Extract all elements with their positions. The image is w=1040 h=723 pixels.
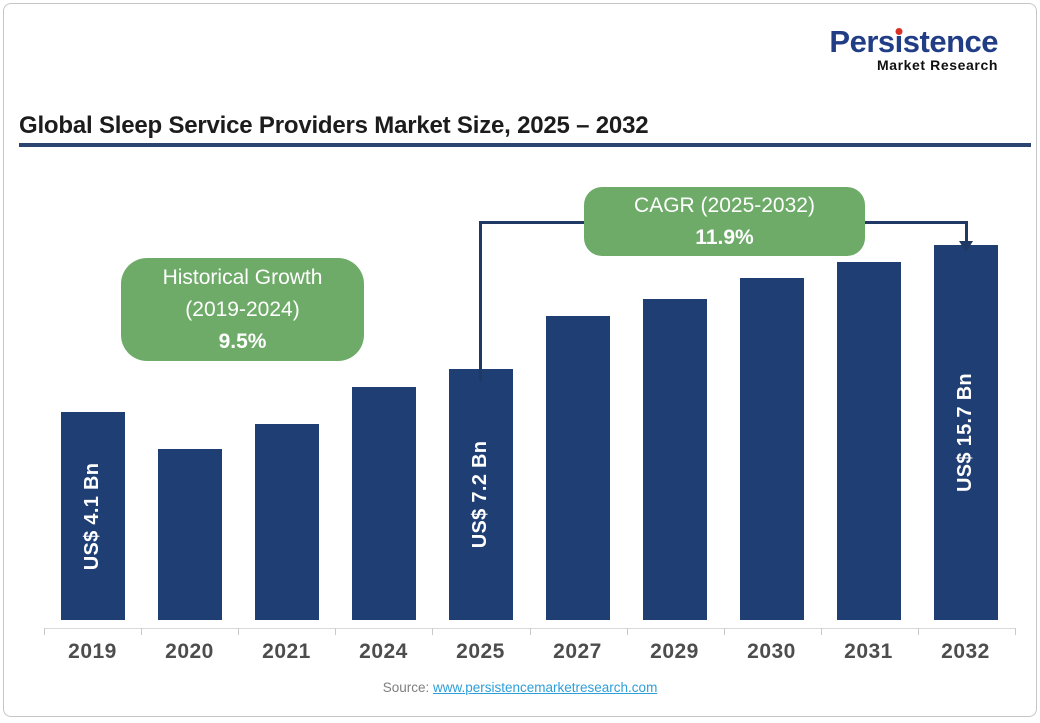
bar-value-label-2025: US$ 7.2 Bn bbox=[469, 440, 492, 549]
x-axis-tick bbox=[432, 628, 434, 635]
logo-brand-suffix: stence bbox=[902, 24, 999, 59]
x-axis-label-2027: 2027 bbox=[553, 640, 602, 663]
historical-growth-value: 9.5% bbox=[218, 329, 267, 353]
bar-2020 bbox=[157, 449, 222, 620]
x-axis-label-2030: 2030 bbox=[747, 640, 796, 663]
bar-slot-2025: US$ 7.2 Bn bbox=[432, 369, 529, 620]
logo-brand-text: Persistence bbox=[829, 24, 999, 59]
x-axis-label-2019: 2019 bbox=[68, 640, 117, 663]
bar-2021 bbox=[254, 424, 319, 620]
x-axis-tick bbox=[1015, 628, 1016, 635]
x-axis-label-2031: 2031 bbox=[844, 640, 893, 663]
cagr-box: CAGR (2025-2032) 11.9% bbox=[584, 187, 865, 256]
historical-growth-line2: (2019-2024) bbox=[185, 297, 300, 321]
bar-2030 bbox=[739, 278, 804, 620]
bar-slot-2021 bbox=[238, 424, 335, 620]
x-axis-tick bbox=[917, 628, 919, 635]
bars-row: US$ 4.1 Bn US$ 7.2 Bn US$ 15.7 Bn bbox=[44, 200, 1015, 620]
bar-slot-2024 bbox=[335, 387, 432, 620]
source-label: Source: bbox=[382, 680, 430, 695]
chart-canvas: Persistence Market Research Global Sleep… bbox=[3, 3, 1037, 717]
cagr-title: CAGR (2025-2032) bbox=[634, 193, 815, 217]
x-axis-label-2032: 2032 bbox=[941, 640, 990, 663]
bar-slot-2020 bbox=[141, 449, 238, 620]
bar-2031 bbox=[836, 262, 901, 620]
bar-slot-2027 bbox=[529, 316, 626, 620]
x-axis-tick bbox=[238, 628, 240, 635]
bar-2029 bbox=[642, 299, 707, 620]
x-axis-label-2025: 2025 bbox=[456, 640, 505, 663]
logo-subtitle: Market Research bbox=[876, 56, 998, 73]
logo-i-red-dot: i bbox=[894, 24, 904, 59]
historical-growth-box: Historical Growth (2019-2024) 9.5% bbox=[121, 258, 364, 361]
x-axis-tick bbox=[723, 628, 725, 635]
x-axis-tick bbox=[626, 628, 628, 635]
bracket-line-left bbox=[479, 221, 483, 381]
x-axis-label-2029: 2029 bbox=[650, 640, 699, 663]
x-axis-ticks bbox=[44, 628, 1016, 636]
title-underline bbox=[19, 143, 1031, 147]
historical-growth-line1: Historical Growth bbox=[162, 265, 323, 289]
x-axis-tick bbox=[335, 628, 337, 635]
x-axis-label-2020: 2020 bbox=[165, 640, 214, 663]
x-axis-tick bbox=[529, 628, 531, 635]
x-axis-tick bbox=[44, 628, 45, 635]
bracket-line-right bbox=[964, 221, 968, 243]
bracket-arrowhead bbox=[959, 241, 974, 252]
x-axis-tick bbox=[141, 628, 143, 635]
bar-2032: US$ 15.7 Bn bbox=[933, 245, 998, 620]
bar-slot-2032: US$ 15.7 Bn bbox=[917, 245, 1014, 620]
bar-slot-2030 bbox=[723, 278, 820, 620]
x-axis-label-2024: 2024 bbox=[359, 640, 408, 663]
cagr-value: 11.9% bbox=[695, 225, 754, 249]
x-axis-label-2021: 2021 bbox=[262, 640, 311, 663]
bar-slot-2031 bbox=[820, 262, 917, 620]
bar-2027 bbox=[545, 316, 610, 620]
bar-slot-2019: US$ 4.1 Bn bbox=[44, 412, 141, 620]
source-line: Source: www.persistencemarketresearch.co… bbox=[4, 680, 1036, 695]
bar-value-label-2019: US$ 4.1 Bn bbox=[81, 462, 104, 570]
page-title: Global Sleep Service Providers Market Si… bbox=[19, 112, 649, 139]
x-axis-tick bbox=[820, 628, 822, 635]
pmr-logo: Persistence Market Research bbox=[829, 24, 999, 73]
logo-brand-prefix: Pers bbox=[829, 24, 895, 59]
bar-2025: US$ 7.2 Bn bbox=[448, 369, 513, 620]
x-axis-labels: 2019 2020 2021 2024 2025 2027 2029 2030 2031 2032 bbox=[44, 640, 1015, 664]
bar-2019: US$ 4.1 Bn bbox=[60, 412, 125, 620]
bar-slot-2029 bbox=[626, 299, 723, 620]
source-link[interactable]: www.persistencemarketresearch.com bbox=[432, 680, 658, 695]
bar-2024 bbox=[351, 387, 416, 620]
bar-value-label-2032: US$ 15.7 Bn bbox=[954, 373, 976, 492]
